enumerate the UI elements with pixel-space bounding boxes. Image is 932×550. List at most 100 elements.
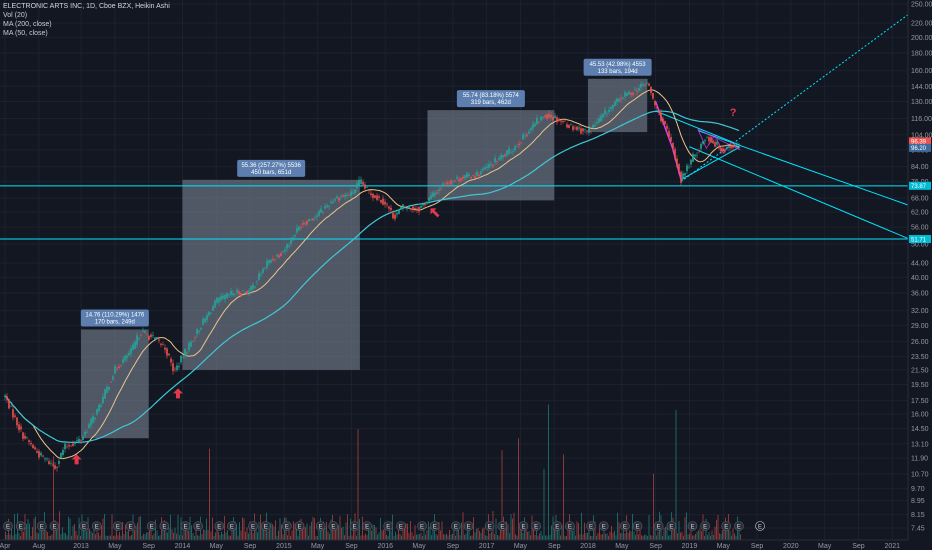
price-tag-bg <box>909 143 931 152</box>
price-tick-label: 17.50 <box>911 398 929 405</box>
volume-bar <box>90 531 92 540</box>
measure-box-label-line1: 45.53 (42.98%) 4553 <box>590 62 647 68</box>
volume-bar <box>167 532 168 540</box>
volume-bar <box>131 534 132 540</box>
earnings-marker <box>214 521 225 531</box>
time-tick-label: 2017 <box>479 543 495 550</box>
candle-body <box>296 227 298 233</box>
earnings-marker-label: E <box>433 525 437 531</box>
volume-bar <box>599 528 600 540</box>
candle-body <box>368 190 370 191</box>
volume-bar <box>474 532 476 540</box>
volume-bar <box>27 519 29 540</box>
volume-bar <box>272 524 273 540</box>
candle-body <box>706 137 708 139</box>
trend-lines[interactable] <box>654 9 915 242</box>
volume-bar <box>45 529 47 540</box>
earnings-marker-label: E <box>521 525 525 531</box>
price-tick-label: 50.00 <box>911 242 929 249</box>
measure-box <box>588 78 648 133</box>
volume-bar <box>47 531 48 540</box>
candle-body <box>146 333 148 335</box>
volume-bar <box>29 523 30 540</box>
candle-body <box>362 181 364 185</box>
horizontal-levels[interactable] <box>0 185 908 240</box>
volume-bar <box>467 526 468 540</box>
volume-bar <box>221 532 222 540</box>
volume-bar <box>689 533 690 540</box>
volume-bar <box>431 535 432 540</box>
candle-body <box>150 334 152 337</box>
candle-body <box>534 123 536 127</box>
volume-bar <box>731 535 732 540</box>
price-axis[interactable]: 250.00 220.00 200.00 180.00 160.00 144.00 130.… <box>907 0 932 550</box>
volume-bar <box>186 525 188 540</box>
candle-body <box>318 211 320 216</box>
candle-body <box>206 314 208 321</box>
volume-bar <box>389 528 390 540</box>
candle-body <box>574 127 576 129</box>
time-tick-label: 2014 <box>175 543 191 550</box>
volume-bar <box>506 521 507 540</box>
price-tick-label: 13.10 <box>911 441 929 448</box>
volume-bar <box>245 531 246 540</box>
time-tick-label: May <box>311 543 325 550</box>
volume-bar <box>473 517 474 540</box>
candle-body <box>70 445 72 447</box>
candle-body <box>24 435 26 439</box>
earnings-marker <box>49 521 60 531</box>
candle-body <box>420 205 422 208</box>
candle-body <box>154 337 156 340</box>
candle-body <box>44 458 46 460</box>
candle-body <box>284 249 286 252</box>
candle-body <box>572 126 574 131</box>
volume-bar <box>303 525 305 540</box>
volume-bar <box>63 532 65 540</box>
candle-body <box>354 189 356 194</box>
candle-body <box>382 198 384 205</box>
candle-body <box>738 144 740 146</box>
earnings-marker-label: E <box>669 525 673 531</box>
candle-body <box>670 136 672 142</box>
candle-body <box>666 125 668 129</box>
volume-bar <box>501 450 503 540</box>
candle-body <box>718 145 720 149</box>
candle-body <box>416 208 418 210</box>
price-tag-label: 73.87 <box>911 184 927 190</box>
time-axis[interactable]: Apr Aug 2013 May Sep 2014 May Sep 2015 May Sep 2016… <box>0 539 908 550</box>
volume-bar <box>440 530 441 540</box>
measure-box-label-line1: 55.36 (257.27%) 5536 <box>241 163 301 169</box>
volume-bar <box>540 531 542 540</box>
volume-bar <box>470 535 471 540</box>
earnings-marker <box>484 521 495 531</box>
volume-bar <box>98 532 99 540</box>
earnings-marker-label: E <box>285 525 289 531</box>
candle-body <box>60 453 62 459</box>
candle-body <box>144 331 146 333</box>
volume-bar <box>513 512 515 540</box>
volume-bar <box>645 534 647 540</box>
candle-body <box>390 207 392 211</box>
candle-body <box>514 146 516 151</box>
earnings-marker <box>700 521 710 531</box>
volume-bar <box>471 535 473 540</box>
volume-bar <box>242 517 243 540</box>
volume-bar <box>248 533 249 540</box>
candle-body <box>654 100 656 106</box>
volume-bar <box>105 535 107 540</box>
candle-body <box>288 245 290 247</box>
volume-bar <box>183 525 185 540</box>
earnings-marker-label: E <box>331 525 335 531</box>
time-tick-label: Sep <box>345 543 358 550</box>
candle-body <box>58 461 60 464</box>
candle-body <box>546 114 548 119</box>
volume-bar <box>377 534 378 540</box>
candle-body <box>640 84 642 88</box>
measure-box-label-line2: 170 bars, 249d <box>95 319 135 325</box>
candle-body <box>122 359 124 363</box>
volume-bar <box>594 521 596 540</box>
volume-bar <box>495 518 497 540</box>
volume-bar <box>368 527 369 540</box>
